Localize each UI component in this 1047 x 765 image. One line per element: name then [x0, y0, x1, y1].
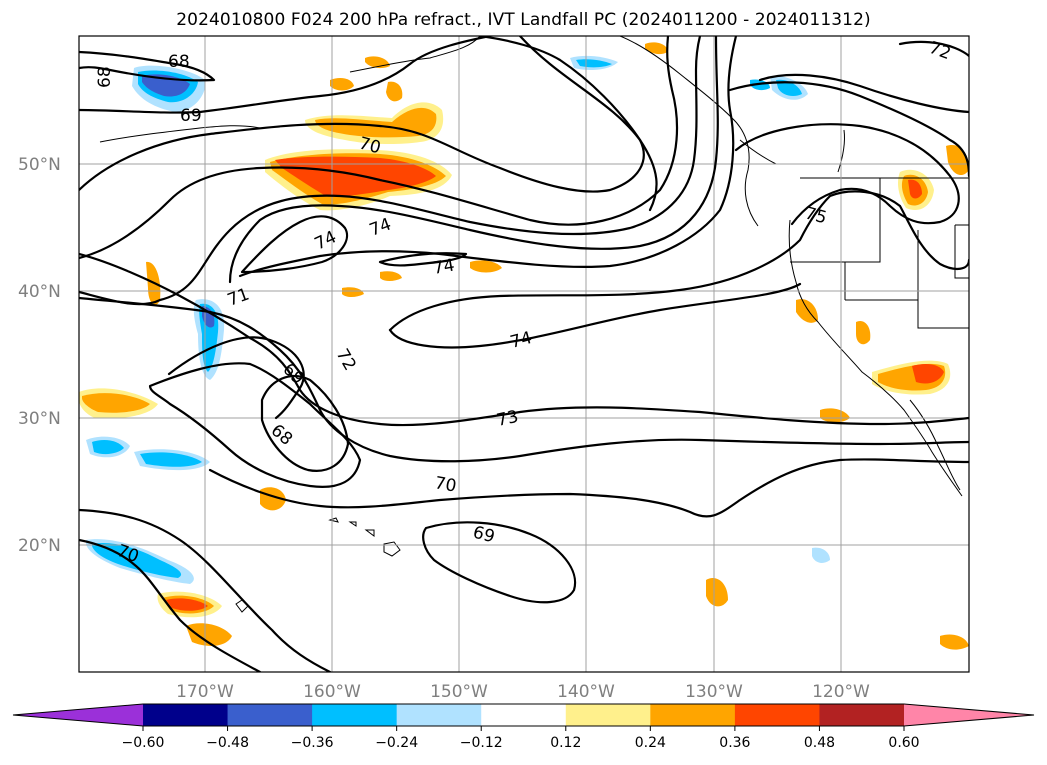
contour-label: 69	[180, 106, 202, 126]
map-area	[79, 36, 969, 672]
latitude-labels: 50°N 40°N 30°N 20°N	[18, 155, 61, 556]
colorbar-tick-label: −0.48	[206, 735, 249, 751]
colorbar-segment	[565, 704, 651, 726]
colorbar-extend-max	[904, 704, 1034, 726]
contour-label: 73	[495, 407, 520, 431]
lon-label: 160°W	[303, 682, 361, 702]
colorbar-extend-min	[13, 704, 143, 726]
colorbar-tick-label: 0.48	[804, 735, 835, 751]
colorbar-segment	[650, 704, 736, 726]
colorbar-tick-label: −0.24	[375, 735, 418, 751]
lat-label: 40°N	[18, 282, 61, 302]
colorbar-segment	[143, 704, 229, 726]
refractivity-contours	[79, 36, 969, 672]
lon-label: 140°W	[557, 682, 615, 702]
contour-label: 68	[95, 66, 115, 88]
coastlines	[99, 36, 969, 613]
colorbar-segment	[481, 704, 567, 726]
lon-label: 120°W	[812, 682, 870, 702]
gridlines	[79, 36, 969, 672]
colorbar-segment	[734, 704, 820, 726]
longitude-labels: 170°W 160°W 150°W 140°W 130°W 120°W	[176, 682, 870, 702]
lon-label: 130°W	[685, 682, 743, 702]
colorbar-segment	[819, 704, 905, 726]
map-border	[78, 35, 970, 673]
colorbar-tick-label: −0.36	[291, 735, 334, 751]
lat-label: 20°N	[18, 536, 61, 556]
colorbar-tick-label: 0.36	[719, 735, 750, 751]
map-title: 2024010800 F024 200 hPa refract., IVT La…	[176, 10, 871, 30]
colorbar-tick-label: 0.24	[635, 735, 666, 751]
colorbar-tick-label: 0.12	[550, 735, 581, 751]
lon-label: 150°W	[430, 682, 488, 702]
contour-label: 70	[433, 473, 458, 496]
colorbar-tick-label: 0.60	[888, 735, 919, 751]
colorbar-tick-label: −0.60	[122, 735, 165, 751]
lat-label: 30°N	[18, 409, 61, 429]
colorbar-segment	[227, 704, 313, 726]
colorbar-tick-label: −0.12	[460, 735, 503, 751]
lon-label: 170°W	[176, 682, 234, 702]
colorbar-segment	[312, 704, 398, 726]
contour-label: 68	[168, 52, 190, 72]
lat-label: 50°N	[18, 155, 61, 175]
colorbar-segment	[396, 704, 482, 726]
colorbar: −0.60 −0.48 −0.36 −0.24 −0.12 0.12 0.24 0.36 0.4…	[12, 703, 1035, 751]
contour-label: 74	[431, 255, 456, 278]
